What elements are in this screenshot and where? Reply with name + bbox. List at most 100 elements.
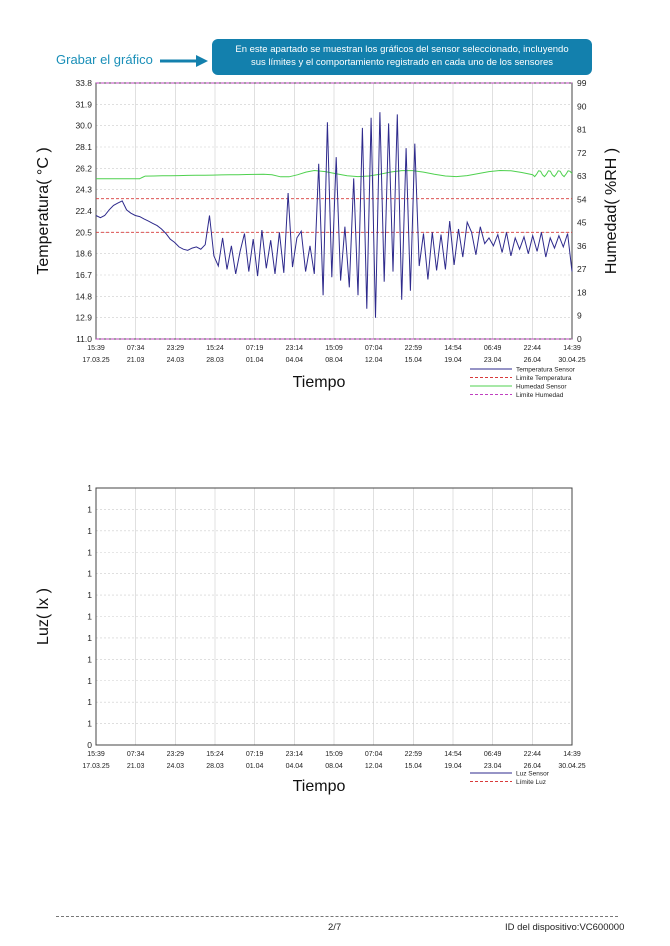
y-tick-label: 1 bbox=[87, 569, 92, 579]
x-tick-date: 21.03 bbox=[127, 357, 145, 364]
x-tick-time: 15:39 bbox=[87, 345, 105, 352]
legend-label: Temperatura Sensor bbox=[516, 367, 576, 374]
x-tick-time: 15:09 bbox=[325, 345, 343, 352]
x-tick-time: 22:44 bbox=[524, 751, 542, 758]
y-tick-label: 1 bbox=[87, 697, 92, 707]
info-callout: En este apartado se muestran los gráfico… bbox=[212, 39, 592, 75]
x-tick-time: 14:54 bbox=[444, 751, 462, 758]
y-axis-title: Temperatura( °C ) bbox=[35, 147, 52, 274]
x-tick-date: 01.04 bbox=[246, 357, 264, 364]
x-tick-time: 07:19 bbox=[246, 751, 264, 758]
y-tick-label: 22.4 bbox=[75, 206, 92, 216]
x-tick-time: 06:49 bbox=[484, 751, 502, 758]
legend-label: Luz Sensor bbox=[516, 771, 550, 778]
y2-tick-label: 9 bbox=[577, 311, 582, 321]
y-tick-label: 14.8 bbox=[75, 291, 92, 301]
x-tick-time: 23:14 bbox=[286, 345, 304, 352]
temperature-series-line bbox=[95, 112, 573, 318]
x-tick-date: 26.04 bbox=[524, 357, 542, 364]
x-tick-date: 04.04 bbox=[286, 763, 304, 770]
footer-divider bbox=[56, 916, 618, 917]
record-chart-label[interactable]: Grabar el gráfico bbox=[56, 52, 153, 67]
page-number: 2/7 bbox=[328, 922, 342, 933]
y2-axis-title: Humedad( %RH ) bbox=[603, 148, 620, 274]
y2-tick-label: 63 bbox=[577, 171, 587, 181]
y2-tick-label: 36 bbox=[577, 241, 587, 251]
y-tick-label: 18.6 bbox=[75, 249, 92, 259]
device-id: ID del dispositivo:VC600000 bbox=[505, 922, 625, 933]
y-tick-label: 12.9 bbox=[75, 313, 92, 323]
x-tick-time: 15:39 bbox=[87, 751, 105, 758]
y2-tick-label: 54 bbox=[577, 194, 587, 204]
x-tick-date: 08.04 bbox=[325, 357, 343, 364]
y-tick-label: 1 bbox=[87, 633, 92, 643]
legend-label: Limite Temperatura bbox=[516, 375, 572, 382]
x-tick-time: 07:34 bbox=[127, 751, 145, 758]
y-tick-label: 1 bbox=[87, 654, 92, 664]
x-tick-time: 15:24 bbox=[206, 751, 224, 758]
x-tick-date: 04.04 bbox=[286, 357, 304, 364]
y-tick-label: 31.9 bbox=[75, 99, 92, 109]
humidity-series-line bbox=[96, 169, 573, 180]
y2-tick-label: 99 bbox=[577, 78, 587, 88]
y-tick-label: 20.5 bbox=[75, 227, 92, 237]
x-tick-date: 23.04 bbox=[484, 357, 502, 364]
y-tick-label: 0 bbox=[87, 740, 92, 750]
y-tick-label: 1 bbox=[87, 526, 92, 536]
x-tick-date: 30.04.25 bbox=[558, 763, 585, 770]
x-tick-time: 22:59 bbox=[405, 345, 423, 352]
y-tick-label: 28.1 bbox=[75, 142, 92, 152]
x-tick-time: 15:24 bbox=[206, 345, 224, 352]
legend-label: Límite Luz bbox=[516, 779, 546, 786]
x-tick-time: 23:29 bbox=[167, 751, 185, 758]
x-tick-time: 15:09 bbox=[325, 751, 343, 758]
x-tick-time: 07:19 bbox=[246, 345, 264, 352]
y2-tick-label: 72 bbox=[577, 148, 587, 158]
y-tick-label: 1 bbox=[87, 590, 92, 600]
x-tick-time: 06:49 bbox=[484, 345, 502, 352]
y-tick-label: 1 bbox=[87, 612, 92, 622]
x-tick-date: 24.03 bbox=[167, 763, 185, 770]
x-tick-time: 14:39 bbox=[563, 345, 581, 352]
temperature-humidity-chart: 33.8 31.9 30.0 28.1 26.2 24.3 22.4 20.5 18.6 16.7… bbox=[35, 78, 620, 399]
x-tick-time: 07:34 bbox=[127, 345, 145, 352]
y-tick-label: 16.7 bbox=[75, 270, 92, 280]
x-tick-date: 12.04 bbox=[365, 763, 383, 770]
callout-line-2: sus límites y el comportamiento registra… bbox=[250, 57, 554, 68]
y2-tick-label: 81 bbox=[577, 125, 587, 135]
callout-line-1: En este apartado se muestran los gráfico… bbox=[235, 44, 569, 55]
x-tick-date: 30.04.25 bbox=[558, 357, 585, 364]
x-tick-date: 01.04 bbox=[246, 763, 264, 770]
x-tick-date: 24.03 bbox=[167, 357, 185, 364]
light-chart: 1 1 1 1 1 1 1 1 1 1 1 1 015:39 17.03.25 07:34 21.03 23:2… bbox=[35, 483, 586, 795]
legend-label: Humedad Sensor bbox=[516, 384, 567, 391]
x-tick-date: 26.04 bbox=[524, 763, 542, 770]
x-tick-date: 21.03 bbox=[127, 763, 145, 770]
x-tick-date: 19.04 bbox=[444, 763, 462, 770]
y-tick-label: 1 bbox=[87, 483, 92, 493]
y-tick-label: 30.0 bbox=[75, 121, 92, 131]
y-tick-label: 1 bbox=[87, 676, 92, 686]
x-tick-time: 07:04 bbox=[365, 345, 383, 352]
x-tick-time: 07:04 bbox=[365, 751, 383, 758]
y-tick-label: 1 bbox=[87, 504, 92, 514]
y-tick-label: 1 bbox=[87, 547, 92, 557]
x-tick-time: 23:29 bbox=[167, 345, 185, 352]
x-tick-date: 12.04 bbox=[365, 357, 383, 364]
x-tick-date: 23.04 bbox=[484, 763, 502, 770]
x-tick-time: 14:54 bbox=[444, 345, 462, 352]
x-tick-date: 15.04 bbox=[405, 357, 423, 364]
y-tick-label: 24.3 bbox=[75, 185, 92, 195]
y2-tick-label: 0 bbox=[577, 334, 582, 344]
x-tick-time: 14:39 bbox=[563, 751, 581, 758]
y-tick-label: 1 bbox=[87, 719, 92, 729]
y2-tick-label: 90 bbox=[577, 101, 587, 111]
y-tick-label: 26.2 bbox=[75, 163, 92, 173]
x-axis-title: Tiempo bbox=[293, 374, 346, 391]
legend-label: Limite Humedad bbox=[516, 392, 564, 399]
x-axis-title: Tiempo bbox=[293, 778, 346, 795]
x-tick-date: 17.03.25 bbox=[82, 357, 109, 364]
y2-tick-label: 18 bbox=[577, 287, 587, 297]
x-tick-date: 28.03 bbox=[206, 357, 224, 364]
y-axis-title: Luz( lx ) bbox=[35, 588, 52, 645]
